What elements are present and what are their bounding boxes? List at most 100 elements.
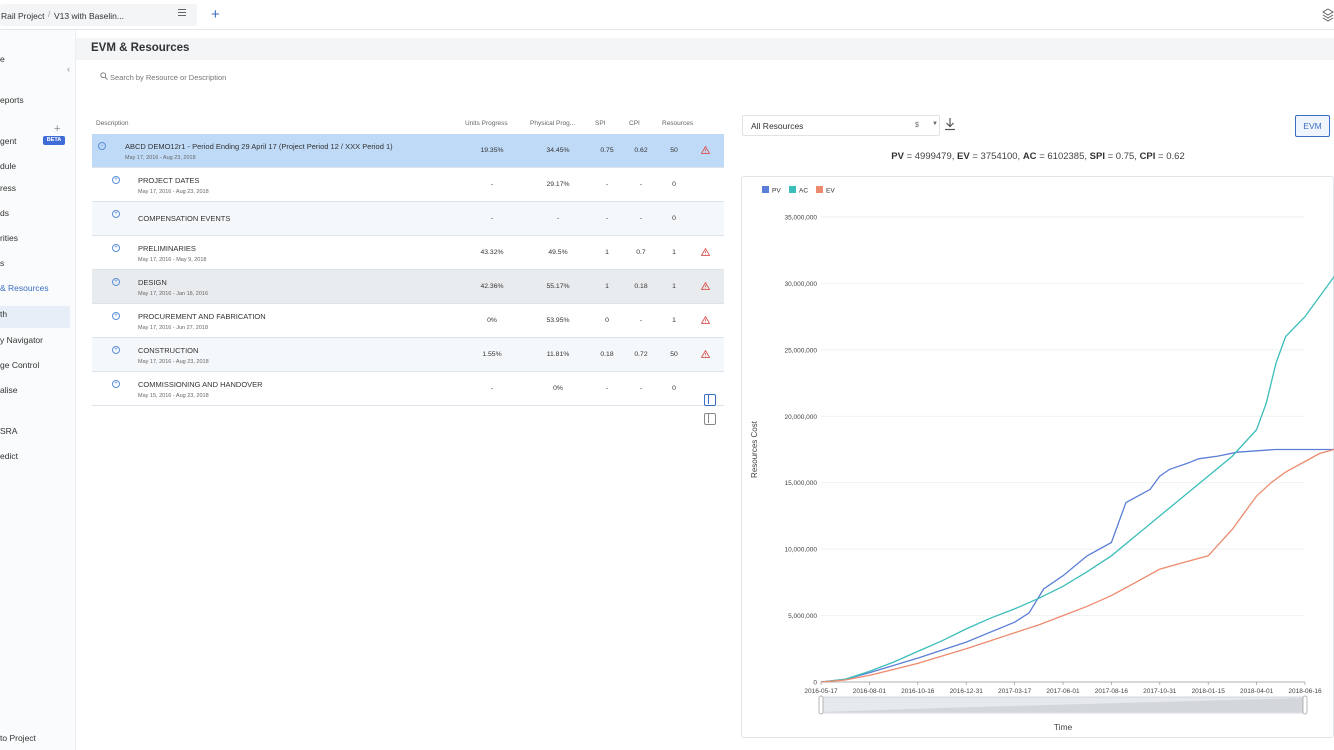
row-dates: May 17, 2016 - Jun 27, 2018 (138, 325, 209, 331)
sidebar-item-agent[interactable]: gent (0, 136, 17, 146)
expand-icon[interactable]: + (112, 244, 120, 252)
expand-icon[interactable]: + (112, 176, 120, 184)
row-title: ABCD DEMO12r1 - Period Ending 29 April 1… (125, 142, 393, 151)
row-title: CONSTRUCTION (138, 346, 199, 355)
series-line-pv (820, 448, 1334, 683)
spi-value: = 0.75, (1107, 151, 1137, 162)
pv-value: = 4999479, (906, 151, 955, 162)
sidebar-item-home[interactable]: e (0, 54, 5, 64)
expand-icon[interactable]: + (112, 312, 120, 320)
sidebar-item-predict[interactable]: edict (0, 451, 18, 461)
col-header-spi[interactable]: SPI (595, 120, 606, 127)
add-tab-button[interactable]: + (211, 6, 220, 23)
warning-icon (701, 282, 710, 290)
spi-cell: 1 (605, 283, 609, 290)
col-header-resources[interactable]: Resources (662, 120, 694, 127)
split-view-icon[interactable] (704, 394, 716, 406)
search-input[interactable] (110, 70, 310, 84)
row-title: DESIGN (138, 278, 167, 287)
y-tick-label: 15,000,000 (784, 480, 817, 487)
evm-button[interactable]: EVM (1295, 115, 1330, 137)
sidebar-item-s[interactable]: s (0, 258, 5, 268)
x-tick-label: 2016-12-31 (950, 688, 984, 695)
resource-filter-select[interactable]: All Resources $ ▼ (742, 115, 940, 136)
summary-row[interactable]: − ABCD DEMO12r1 - Period Ending 29 April … (92, 134, 724, 168)
units-progress-cell: 0% (487, 317, 497, 324)
physical-progress-cell: 53.95% (546, 317, 570, 324)
expand-icon[interactable]: + (112, 380, 120, 388)
sidebar-item-evm-resources[interactable]: & Resources (0, 283, 49, 293)
download-icon[interactable] (944, 117, 956, 131)
title-band (76, 38, 1334, 60)
sidebar-item-qsra[interactable]: SRA (0, 426, 18, 436)
legend-label-ac: AC (799, 188, 808, 195)
row-design[interactable]: + DESIGN May 17, 2016 - Jan 18, 2016 42.36%… (92, 270, 724, 304)
series-line-ev (820, 448, 1334, 683)
row-title: PRELIMINARIES (138, 244, 196, 253)
range-slider-left-handle (818, 695, 824, 715)
row-construction[interactable]: + CONSTRUCTION May 17, 2016 - Aug 23, 2018… (92, 338, 724, 372)
warning-icon (701, 146, 710, 154)
col-header-cpi[interactable]: CPI (629, 120, 640, 127)
units-progress-cell: - (490, 385, 494, 392)
ev-value: = 3754100, (972, 151, 1021, 162)
sidebar-item-health[interactable]: th (0, 309, 8, 319)
x-tick-label: 2017-06-01 (1046, 688, 1080, 695)
beta-badge: BETA (43, 136, 65, 145)
resources-cell: 0 (672, 181, 676, 188)
expand-icon[interactable]: + (112, 278, 120, 286)
layers-icon[interactable] (1322, 8, 1334, 22)
project-tab[interactable] (0, 4, 197, 26)
units-progress-cell: 19.35% (480, 147, 504, 154)
range-slider-right-handle (1302, 695, 1308, 715)
currency-unit: $ (915, 122, 919, 129)
cpi-cell: - (639, 215, 643, 222)
y-tick-label: 10,000,000 (784, 547, 817, 554)
row-project-dates[interactable]: + PROJECT DATES May 17, 2016 - Aug 23, 201… (92, 168, 724, 202)
sidebar-item-ds[interactable]: ds (0, 208, 9, 218)
sidebar-item-back-to-project[interactable]: to Project (0, 733, 36, 743)
search-icon (100, 72, 108, 80)
sidebar-item-progress[interactable]: ress (0, 183, 17, 193)
col-header-description[interactable]: Description (96, 120, 129, 127)
y-tick-label: 35,000,000 (784, 215, 817, 222)
add-report-icon[interactable]: + (54, 123, 61, 135)
page-title: EVM & Resources (91, 42, 190, 54)
top-bar: Rail Project / V13 with Baselin... + (0, 0, 1334, 30)
expand-icon[interactable]: + (112, 346, 120, 354)
sidebar-item-reports[interactable]: eports (0, 95, 24, 105)
resources-cell: 1 (672, 317, 676, 324)
sidebar-item-change-control[interactable]: ge Control (0, 360, 40, 370)
spi-cell: - (605, 385, 609, 392)
col-header-units-progress[interactable]: Units Progress (465, 120, 508, 127)
sidebar-item-schedule[interactable]: dule (0, 161, 17, 171)
evm-chart[interactable]: 0 5,000,000 10,000,000 15,000,000 20,000,000… (742, 177, 1334, 739)
x-tick-label: 2016-08-01 (853, 688, 887, 695)
evm-summary: PV = 4999479, EV = 3754100, AC = 6102385… (742, 151, 1334, 162)
single-view-icon[interactable] (704, 413, 716, 425)
y-axis-label: Resources Cost (750, 420, 759, 478)
x-tick-label: 2016-05-17 (804, 688, 838, 695)
sidebar-active-highlight (0, 306, 70, 328)
row-dates: May 17, 2016 - Aug 23, 2018 (138, 189, 209, 195)
row-procurement[interactable]: + PROCUREMENT AND FABRICATION May 17, 2016… (92, 304, 724, 338)
row-preliminaries[interactable]: + PRELIMINARIES May 17, 2016 - May 9, 2018… (92, 236, 724, 270)
breadcrumb-project[interactable]: Rail Project (1, 11, 45, 21)
sidebar-item-priorities[interactable]: rities (0, 233, 18, 243)
col-header-physical-progress[interactable]: Physical Prog... (530, 120, 576, 127)
expand-icon[interactable]: + (112, 210, 120, 218)
row-commissioning[interactable]: + COMMISSIONING AND HANDOVER May 15, 2016 … (92, 372, 724, 406)
sidebar-item-visualise[interactable]: alise (0, 385, 18, 395)
resources-cell: 0 (672, 385, 676, 392)
menu-icon[interactable] (178, 9, 186, 17)
row-dates: May 17, 2016 - Jan 18, 2016 (138, 291, 209, 297)
row-title: COMMISSIONING AND HANDOVER (138, 380, 263, 389)
collapse-sidebar-icon[interactable]: ‹ (67, 64, 70, 74)
row-compensation-events[interactable]: + COMPENSATION EVENTS - - - - 0 (92, 202, 724, 236)
chart-container: 0 5,000,000 10,000,000 15,000,000 20,000,000… (741, 176, 1334, 738)
x-tick-label: 2016-10-16 (901, 688, 935, 695)
sidebar-item-navigator[interactable]: y Navigator (0, 335, 43, 345)
ac-value: = 6102385, (1039, 151, 1087, 162)
collapse-icon[interactable]: − (98, 142, 106, 150)
breadcrumb-version[interactable]: V13 with Baselin... (54, 11, 124, 21)
